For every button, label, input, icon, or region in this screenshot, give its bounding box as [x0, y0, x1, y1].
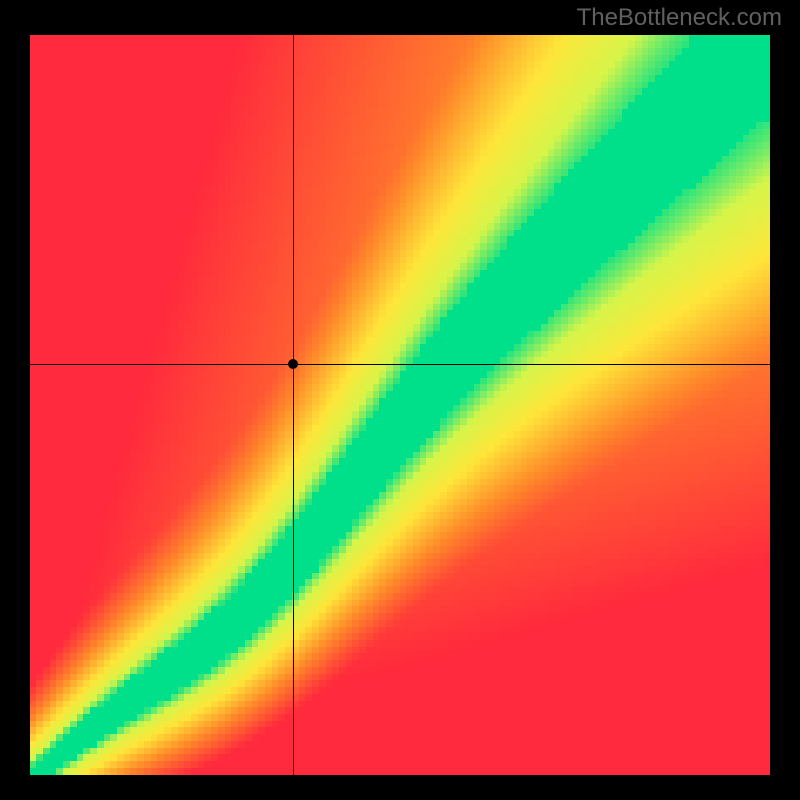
plot-area — [30, 35, 770, 775]
chart-container: TheBottleneck.com — [0, 0, 800, 800]
attribution-text: TheBottleneck.com — [577, 4, 782, 32]
crosshair-horizontal — [30, 364, 770, 365]
crosshair-vertical — [293, 35, 294, 775]
crosshair-marker — [288, 359, 298, 369]
heatmap-canvas — [30, 35, 770, 775]
